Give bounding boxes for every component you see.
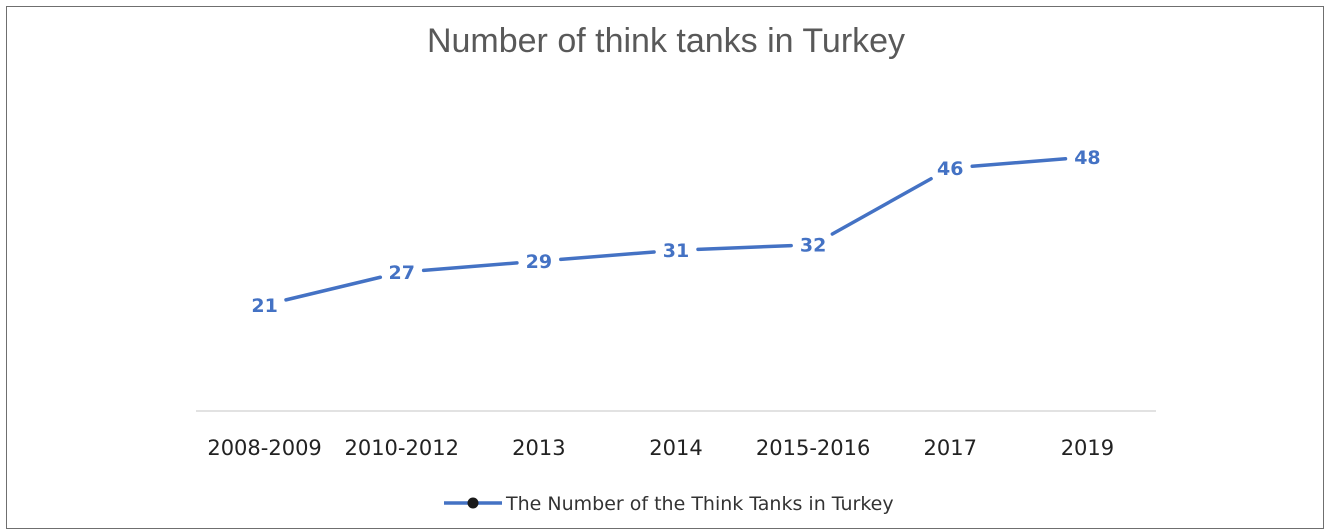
legend: The Number of the Think Tanks in Turkey xyxy=(444,493,894,515)
chart-title: Number of think tanks in Turkey xyxy=(426,22,906,60)
data-label: 27 xyxy=(388,262,414,284)
series-line-segment xyxy=(830,176,933,236)
data-label: 29 xyxy=(526,251,552,273)
data-label: 46 xyxy=(937,158,963,180)
legend-marker-icon xyxy=(467,497,479,509)
x-tick-label: 2017 xyxy=(924,436,977,460)
series-line-segment xyxy=(559,250,656,262)
data-label: 21 xyxy=(251,295,277,317)
data-label-layer: 21 27 29 31 32 46 48 xyxy=(251,147,1100,317)
data-label: 31 xyxy=(663,240,689,262)
series-line-segment xyxy=(696,243,793,252)
x-tick-layer: 2008-2009 2010-2012 2013 2014 2015-2016 2017 2… xyxy=(207,436,1114,460)
x-tick-label: 2019 xyxy=(1061,436,1114,460)
series-line-segment xyxy=(421,261,519,273)
x-tick-label: 2015-2016 xyxy=(756,436,870,460)
x-tick-label: 2013 xyxy=(512,436,565,460)
series-line-segment xyxy=(970,157,1068,168)
chart-frame xyxy=(6,6,1324,529)
legend-label: The Number of the Think Tanks in Turkey xyxy=(505,493,894,515)
x-tick-label: 2014 xyxy=(649,436,702,460)
x-tick-label: 2008-2009 xyxy=(207,436,321,460)
x-tick-label: 2010-2012 xyxy=(344,436,458,460)
data-label: 32 xyxy=(800,235,826,257)
data-label: 48 xyxy=(1074,147,1100,169)
series-line-layer xyxy=(284,157,1068,302)
series-line-segment xyxy=(284,275,383,302)
